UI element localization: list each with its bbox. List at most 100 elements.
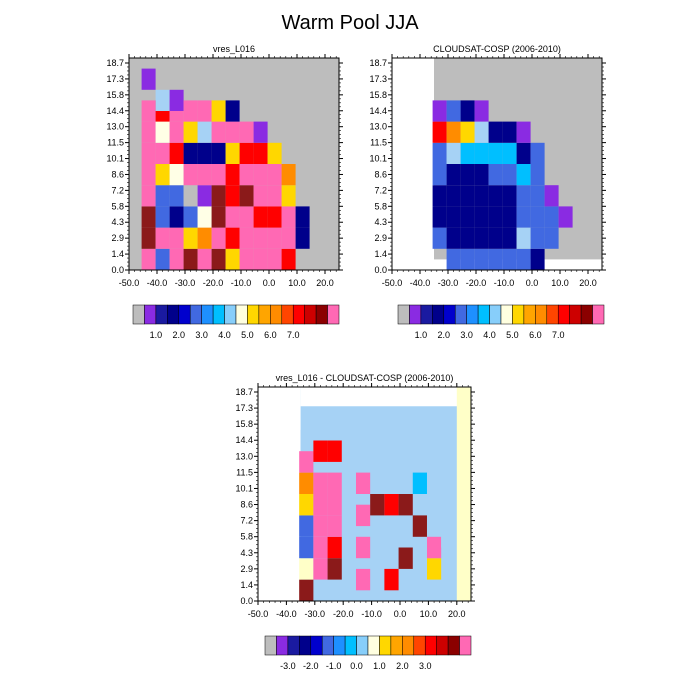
heatmap-cell <box>197 164 212 186</box>
heatmap-cell <box>225 121 240 143</box>
heatmap-cell <box>197 121 212 143</box>
heatmap-cell <box>155 185 170 207</box>
heatmap-cell <box>141 227 156 249</box>
colorbar-swatch <box>500 304 513 325</box>
colorbar-label: 4.0 <box>218 330 231 340</box>
y-tick-label: 2.9 <box>111 233 124 243</box>
colorbar-swatch <box>287 635 300 656</box>
heatmap-cell <box>313 440 328 462</box>
colorbar-swatch <box>292 304 305 325</box>
heatmap-cell <box>225 142 240 164</box>
heatmap-cell <box>141 121 156 143</box>
colorbar-swatch <box>443 304 456 325</box>
heatmap-cell <box>474 206 489 228</box>
colorbar-label: 6.0 <box>529 330 542 340</box>
heatmap-cell <box>398 494 413 516</box>
heatmap-cell <box>502 142 517 164</box>
heatmap-cell <box>313 558 328 580</box>
heatmap-cell <box>488 121 503 143</box>
colorbar-swatch <box>436 635 449 656</box>
heatmap-cell <box>253 206 268 228</box>
y-tick-label: 18.7 <box>235 387 253 397</box>
heatmap-cell <box>446 121 461 143</box>
heatmap-cell <box>502 248 517 270</box>
heatmap-cell <box>183 164 198 186</box>
panel-title: vres_L016 <box>213 44 255 54</box>
heatmap-cell <box>530 248 545 270</box>
heatmap-cell <box>432 121 447 143</box>
heatmap-cell <box>432 185 447 207</box>
colorbar-swatch <box>557 304 570 325</box>
colorbar-swatch <box>367 635 380 656</box>
heatmap-cell <box>460 248 475 270</box>
heatmap-cell <box>474 142 489 164</box>
colorbar-label: 1.0 <box>150 330 163 340</box>
x-tick-label: -40.0 <box>147 278 168 288</box>
y-tick-label: 14.4 <box>106 106 124 116</box>
colorbar-label: 5.0 <box>506 330 519 340</box>
heatmap-cell <box>299 472 314 494</box>
heatmap-cell <box>488 142 503 164</box>
heatmap-cell <box>474 100 489 122</box>
y-tick-label: 18.7 <box>106 58 124 68</box>
heatmap-cell <box>426 536 442 559</box>
y-tick-label: 17.3 <box>235 403 253 413</box>
x-tick-label: 0.0 <box>394 609 407 619</box>
colorbar-label: 7.0 <box>552 330 565 340</box>
heatmap-cell <box>370 494 385 516</box>
heatmap-cell <box>225 227 240 249</box>
heatmap-cell <box>211 185 226 207</box>
heatmap-cell <box>398 547 413 569</box>
colorbar-swatch <box>258 304 271 325</box>
x-tick-label: -50.0 <box>119 278 140 288</box>
heatmap-cell <box>327 558 342 580</box>
heatmap-cell <box>155 248 170 270</box>
y-tick-label: 8.6 <box>111 169 124 179</box>
colorbar-swatch <box>327 304 340 325</box>
heatmap-cell <box>169 164 184 186</box>
y-tick-label: 7.2 <box>240 516 253 526</box>
x-tick-label: -50.0 <box>382 278 403 288</box>
heatmap-cell <box>239 227 254 249</box>
heatmap-cell <box>281 227 296 249</box>
y-tick-label: 10.1 <box>106 154 124 164</box>
colorbar-label: 2.0 <box>396 661 409 671</box>
plot-frame <box>257 386 472 602</box>
colorbar-swatch <box>413 635 426 656</box>
heatmap-cell <box>441 526 456 548</box>
heatmap-cell <box>446 100 461 122</box>
heatmap-cell <box>281 206 296 228</box>
heatmap-cell <box>183 142 198 164</box>
colorbar-label: 5.0 <box>241 330 254 340</box>
heatmap-cell <box>299 536 314 559</box>
heatmap-cell <box>488 164 503 186</box>
heatmap-cell <box>516 227 531 249</box>
y-tick-label: 4.3 <box>240 548 253 558</box>
heatmap-cell <box>267 142 282 164</box>
heatmap-cell <box>516 206 531 228</box>
heatmap-cell <box>281 164 296 186</box>
heatmap-cell <box>141 142 156 164</box>
colorbar-swatch <box>454 304 467 325</box>
x-tick-label: 0.0 <box>526 278 539 288</box>
heatmap-cell <box>558 206 573 228</box>
colorbar-swatch <box>466 304 479 325</box>
heatmap-cell <box>267 227 282 249</box>
heatmap-cell <box>530 206 545 228</box>
heatmap-cell <box>155 89 170 111</box>
heatmap-cell <box>446 206 461 228</box>
heatmap-cell <box>474 121 489 143</box>
heatmap-cell <box>183 206 198 228</box>
heatmap-cell <box>183 185 198 207</box>
heatmap-cell <box>432 164 447 186</box>
colorbar-swatch <box>224 304 237 325</box>
x-tick-label: -40.0 <box>276 609 297 619</box>
y-tick-label: 17.3 <box>106 74 124 84</box>
difference-band <box>456 387 471 601</box>
heatmap-cell <box>141 185 156 207</box>
x-tick-label: -10.0 <box>361 609 382 619</box>
y-tick-label: 5.8 <box>374 201 387 211</box>
heatmap-cell <box>169 121 184 143</box>
heatmap-cell <box>169 142 184 164</box>
y-tick-label: 10.1 <box>235 483 253 493</box>
